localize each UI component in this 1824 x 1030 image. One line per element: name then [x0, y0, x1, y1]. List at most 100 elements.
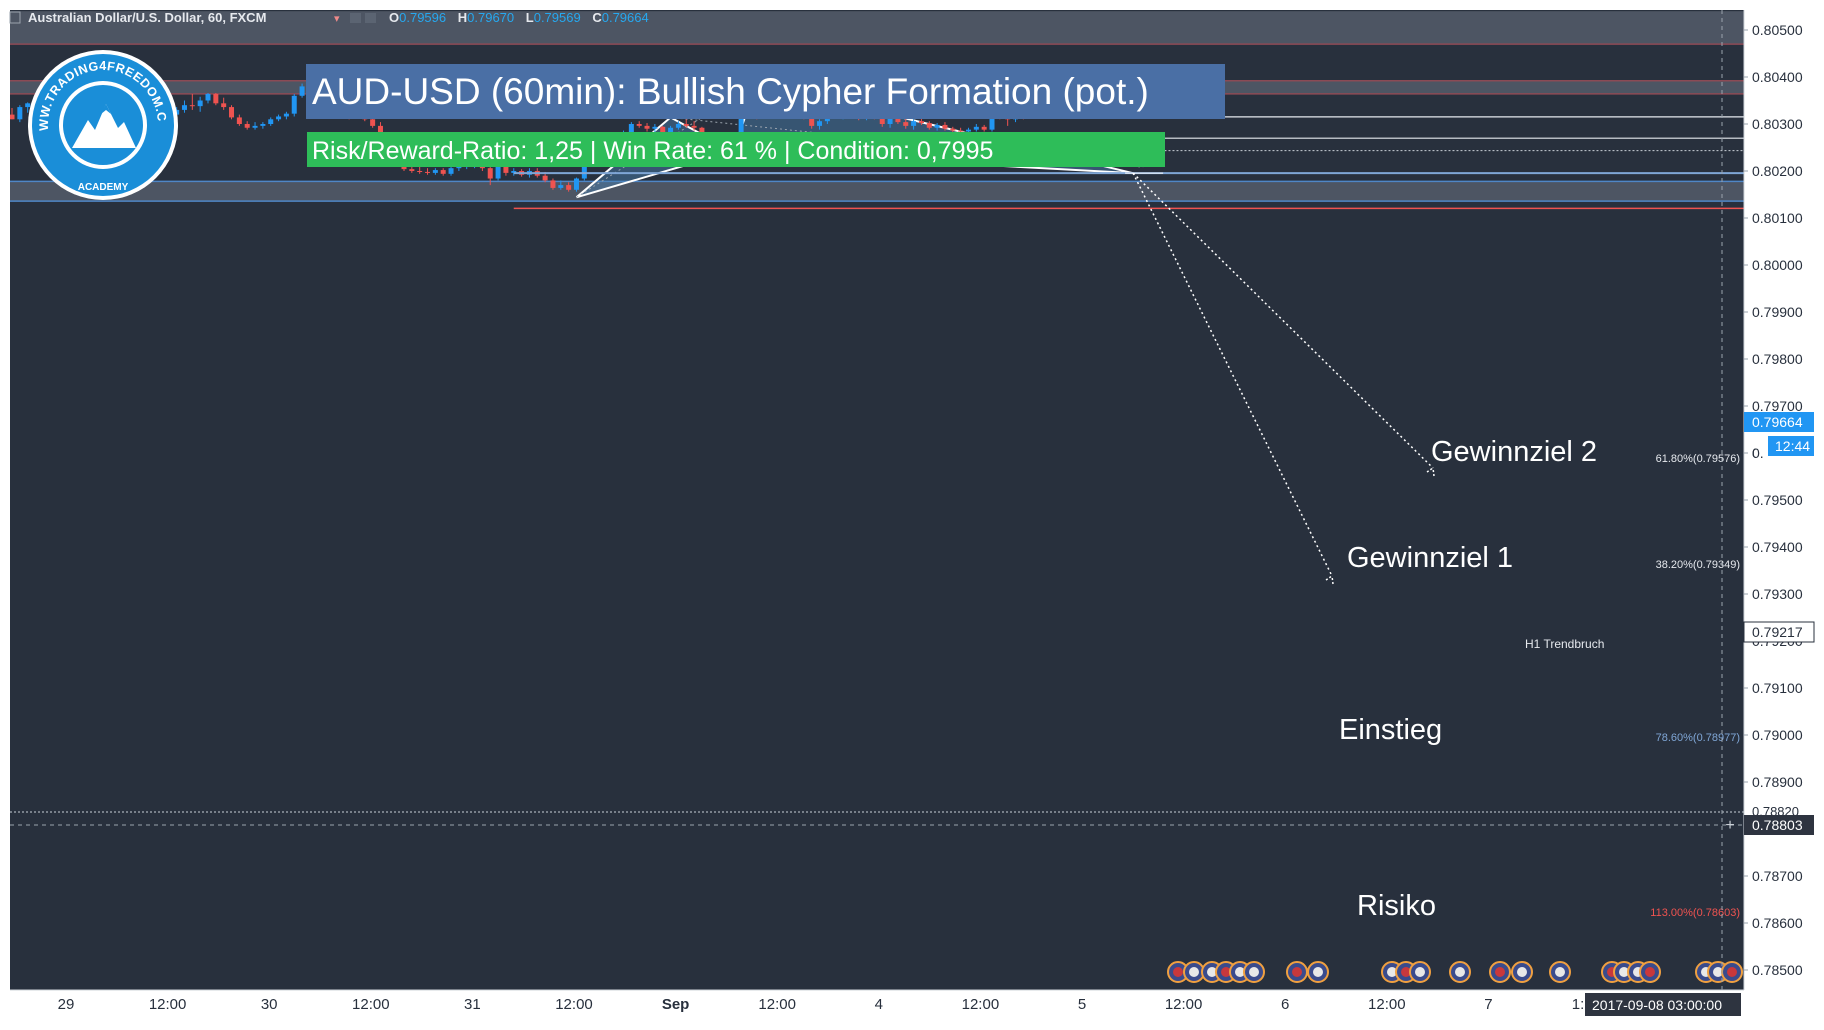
price-tick-label: 0.78500	[1752, 962, 1803, 978]
open-label: O	[389, 10, 399, 25]
candle	[205, 92, 211, 104]
candle	[291, 93, 297, 117]
candle	[558, 180, 564, 190]
time-tick-label: Sep	[662, 996, 690, 1013]
time-tick-label: 30	[261, 996, 278, 1013]
candle	[213, 92, 219, 106]
candle	[573, 177, 579, 192]
svg-text:0.: 0.	[1752, 445, 1764, 461]
candle	[911, 119, 917, 130]
candle	[236, 114, 242, 126]
candle	[432, 168, 438, 175]
high-value: 0.79670	[467, 10, 514, 25]
candle	[25, 102, 31, 113]
candle	[299, 83, 305, 98]
crosshair-price-label: 0.78803	[1752, 817, 1803, 833]
target2-label: Gewinnziel 2	[1431, 436, 1597, 468]
time-ticks: 29 12:00 30 12:00 31 12:00 Sep 12:00 4 12:00 5 12:0…	[58, 996, 1585, 1013]
caret-icon[interactable]: ▾	[334, 13, 340, 25]
time-tick-label: 5	[1078, 996, 1086, 1013]
economic-events[interactable]	[1167, 961, 1743, 983]
candle	[973, 124, 979, 132]
candle	[636, 121, 642, 128]
price-tick-label: 0.79000	[1752, 727, 1803, 743]
event-marker[interactable]	[1409, 961, 1431, 983]
candle	[189, 93, 195, 110]
entry-label: Einstieg	[1339, 714, 1442, 746]
price-tick-label: 0.79400	[1752, 539, 1803, 555]
open-value: 0.79596	[399, 10, 446, 25]
event-marker[interactable]	[1511, 961, 1533, 983]
event-marker[interactable]	[1639, 961, 1661, 983]
event-marker[interactable]	[1307, 961, 1329, 983]
close-label: C	[592, 10, 602, 25]
target1-label: Gewinnziel 1	[1347, 542, 1513, 574]
time-tick-label: 12:00	[352, 996, 390, 1013]
visibility-icon[interactable]	[365, 13, 376, 23]
candle	[197, 96, 203, 112]
target-arrows	[1125, 172, 1435, 585]
candle	[221, 97, 227, 110]
candle	[511, 168, 517, 176]
time-tick-label: 4	[875, 996, 883, 1013]
candle	[268, 117, 274, 126]
time-tick-label: 12:00	[962, 996, 1000, 1013]
settings-icon[interactable]	[350, 13, 361, 23]
price-tick-label: 0.80400	[1752, 69, 1803, 85]
time-tick-label: 6	[1281, 996, 1289, 1013]
countdown-label: 12:44	[1775, 438, 1810, 454]
crosshair-time-marker: 2017-09-08 03:00:00	[1585, 993, 1741, 1016]
chart-title: AUD-USD (60min): Bullish Cypher Formatio…	[312, 71, 1149, 112]
fib-786-label: 78.60%(0.78977)	[1656, 732, 1740, 744]
event-marker[interactable]	[1489, 961, 1511, 983]
candle	[550, 178, 556, 190]
current-price-marker: 0.79664 12:44	[1744, 412, 1814, 456]
price-tick-label: 0.80500	[1752, 22, 1803, 38]
candle	[817, 119, 823, 130]
fib-618-label: 61.80%(0.79576)	[1656, 453, 1740, 465]
event-marker[interactable]	[1167, 961, 1189, 983]
candle	[926, 121, 932, 130]
event-marker[interactable]	[1286, 961, 1308, 983]
candle	[260, 122, 266, 129]
price-tick-label: 0.80200	[1752, 163, 1803, 179]
close-value: 0.79664	[602, 10, 649, 25]
crosshair-time-label: 2017-09-08 03:00:00	[1592, 997, 1722, 1013]
time-tick-label: 12:00	[149, 996, 187, 1013]
symbol-title[interactable]: Australian Dollar/U.S. Dollar, 60, FXCM	[28, 10, 266, 25]
candle	[10, 108, 15, 120]
event-marker[interactable]	[1449, 961, 1471, 983]
price-tick-label: 0.80100	[1752, 210, 1803, 226]
candle	[448, 166, 454, 176]
candle	[17, 105, 23, 123]
event-marker[interactable]	[1549, 961, 1571, 983]
candle	[652, 124, 658, 133]
price-tick-label: 0.78700	[1752, 868, 1803, 884]
candle	[252, 122, 258, 130]
time-tick-label: 1:	[1572, 996, 1585, 1013]
price-tick-label: 0.80300	[1752, 116, 1803, 132]
candle	[981, 124, 987, 132]
time-axis[interactable]	[10, 990, 1744, 1020]
risk-label: Risiko	[1357, 890, 1436, 922]
time-tick-label: 31	[464, 996, 481, 1013]
candle	[181, 100, 187, 113]
zone-0	[10, 11, 1744, 45]
trendbreak-label: H1 Trendbruch	[1525, 637, 1604, 651]
price-tick-label: 0.79500	[1752, 492, 1803, 508]
candle	[903, 118, 909, 129]
event-marker[interactable]	[1721, 961, 1743, 983]
collapse-icon[interactable]	[9, 11, 21, 24]
crosshair-price-marker: 0.78820 0.78803	[1744, 804, 1814, 835]
price-tick-label: 0.79800	[1752, 351, 1803, 367]
price-tick-label: 0.78900	[1752, 774, 1803, 790]
event-marker[interactable]	[1183, 961, 1205, 983]
event-marker[interactable]	[1243, 961, 1265, 983]
title-banner	[306, 64, 1225, 119]
logo-bottom-text: ACADEMY	[78, 182, 129, 193]
subtitle-banner	[307, 132, 1165, 167]
candle	[934, 123, 940, 131]
ohlc-values: O0.79596 H0.79670 L0.79569 C0.79664	[389, 10, 649, 25]
candle	[691, 121, 697, 131]
